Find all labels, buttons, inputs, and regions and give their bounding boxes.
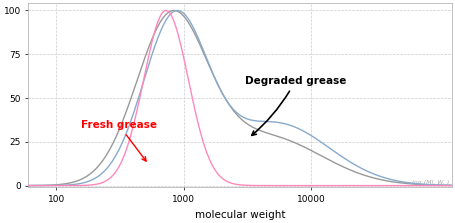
Text: log (Ml. W. ): log (Ml. W. ): [412, 180, 450, 186]
X-axis label: molecular weight: molecular weight: [195, 210, 285, 219]
Text: Degraded grease: Degraded grease: [245, 76, 346, 135]
Text: Fresh grease: Fresh grease: [81, 120, 157, 161]
